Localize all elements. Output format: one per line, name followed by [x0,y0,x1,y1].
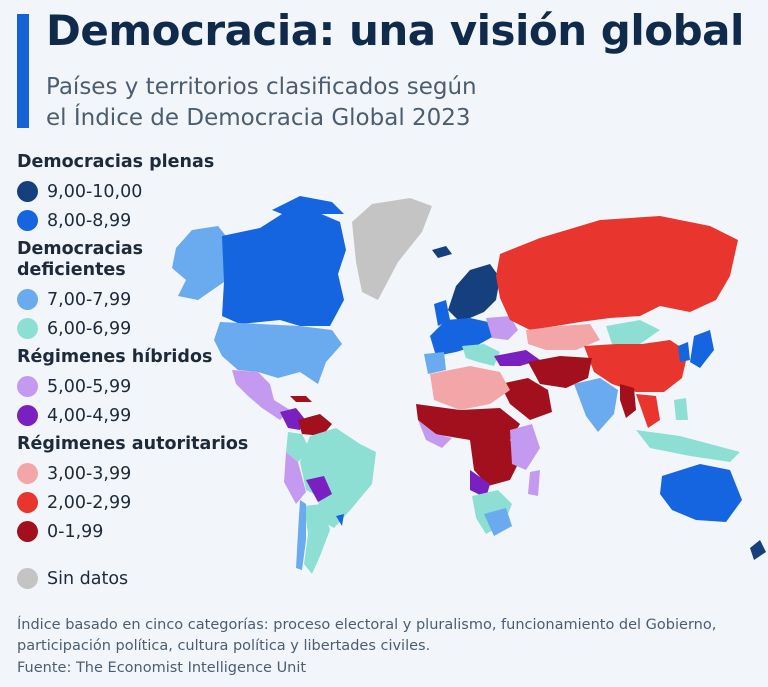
legend-group-title-line-2: deficientes [17,260,126,280]
legend-item-label: 2,00-2,99 [47,492,132,513]
legend-item: 0-1,99 [17,517,257,546]
region-chile [296,500,306,570]
legend-group-hybrid-regimes: Régimenes híbridos 5,00-5,99 4,00-4,99 [17,347,257,430]
region-mongolia [606,320,660,344]
legend-item-label: 0-1,99 [47,521,104,542]
legend-item: 4,00-4,99 [17,401,257,430]
footnote: Índice basado en cinco categorías: proce… [17,617,717,654]
region-greenland [352,198,432,300]
legend-item: 9,00-10,00 [17,177,257,206]
region-venezuela [298,414,332,436]
region-uk [434,300,450,326]
region-arabia [500,378,552,420]
legend-item: 7,00-7,99 [17,285,257,314]
legend-swatch [17,181,38,202]
region-drc-south [470,470,490,498]
legend-item-label: 7,00-7,99 [47,289,132,310]
region-central-america [280,408,304,430]
legend-item-label: 6,00-6,99 [47,318,132,339]
region-russia [496,216,738,330]
legend-swatch [17,492,38,513]
region-western-europe [430,318,494,356]
subtitle: Países y territorios clasificados según … [46,72,477,134]
region-myanmar [620,384,636,418]
region-alaska [172,226,226,300]
map-legend: Democracias plenas 9,00-10,00 8,00-8,99 … [17,152,257,593]
legend-item-label: 5,00-5,99 [47,376,132,397]
legend-group-authoritarian-regimes: Régimenes autoritarios 3,00-3,99 2,00-2,… [17,434,257,546]
legend-item-label: 3,00-3,99 [47,463,132,484]
legend-group-flawed-democracies: Democracias deficientes 7,00-7,99 6,00-6… [17,239,257,343]
region-indonesia [636,430,740,462]
region-cuba [290,396,312,402]
region-norway-sweden-finland [448,264,500,320]
region-peru [284,452,306,504]
region-usa [214,322,342,384]
region-east-africa [510,424,540,470]
legend-group-full-democracies: Democracias plenas 9,00-10,00 8,00-8,99 [17,152,257,235]
legend-group-title-line-1: Democracias [17,239,144,259]
region-new-zealand [750,540,766,560]
region-brazil [300,428,376,528]
region-paraguay [324,500,338,518]
region-korea [678,342,690,362]
region-west-africa-coast [418,420,452,448]
region-argentina [304,504,330,574]
subtitle-line-2: el Índice de Democracia Global 2023 [46,105,471,131]
region-central-africa [470,440,522,486]
legend-item-no-data: Sin datos [17,564,257,593]
legend-group-title: Democracias plenas [17,152,215,172]
legend-swatch [17,376,38,397]
region-uruguay [336,514,344,526]
legend-item-label: 8,00-8,99 [47,210,132,231]
source-credit: Fuente: The Economist Intelligence Unit [17,660,307,676]
legend-item: 8,00-8,99 [17,206,257,235]
region-iran-afghanistan [528,356,592,388]
region-iberia [424,352,446,374]
legend-item: 5,00-5,99 [17,372,257,401]
legend-item: 2,00-2,99 [17,488,257,517]
legend-swatch [17,521,38,542]
accent-bar [17,14,29,128]
legend-item: 6,00-6,99 [17,314,257,343]
region-canada [222,210,346,326]
region-madagascar [528,470,540,496]
region-india [574,378,618,432]
page-title: Democracia: una visión global [46,6,744,55]
region-canada-arctic [272,196,344,218]
legend-group-title: Régimenes autoritarios [17,434,249,454]
region-eastern-europe [486,316,518,340]
legend-item-label: 9,00-10,00 [47,181,143,202]
legend-item-label: 4,00-4,99 [47,405,132,426]
region-china [584,340,688,392]
legend-swatch [17,289,38,310]
legend-item-label: Sin datos [47,568,129,589]
subtitle-line-1: Países y territorios clasificados según [46,74,477,100]
legend-swatch [17,405,38,426]
legend-group-title: Democracias deficientes [17,239,257,281]
legend-swatch [17,318,38,339]
region-north-africa [430,366,510,410]
region-mexico [232,370,290,420]
region-philippines [674,398,688,420]
region-japan [690,330,714,368]
legend-swatch [17,463,38,484]
world-map [172,196,766,574]
region-kazakhstan [526,324,600,350]
legend-swatch [17,210,38,231]
region-iceland [432,246,452,258]
region-indochina [636,394,660,428]
legend-group-title: Régimenes híbridos [17,347,213,367]
legend-item: 3,00-3,99 [17,459,257,488]
region-australia [660,464,742,522]
region-south-africa [484,508,512,536]
legend-swatch [17,568,38,589]
region-bolivia [306,476,332,502]
region-italy-balkans [462,344,500,366]
region-sahel [416,404,520,440]
